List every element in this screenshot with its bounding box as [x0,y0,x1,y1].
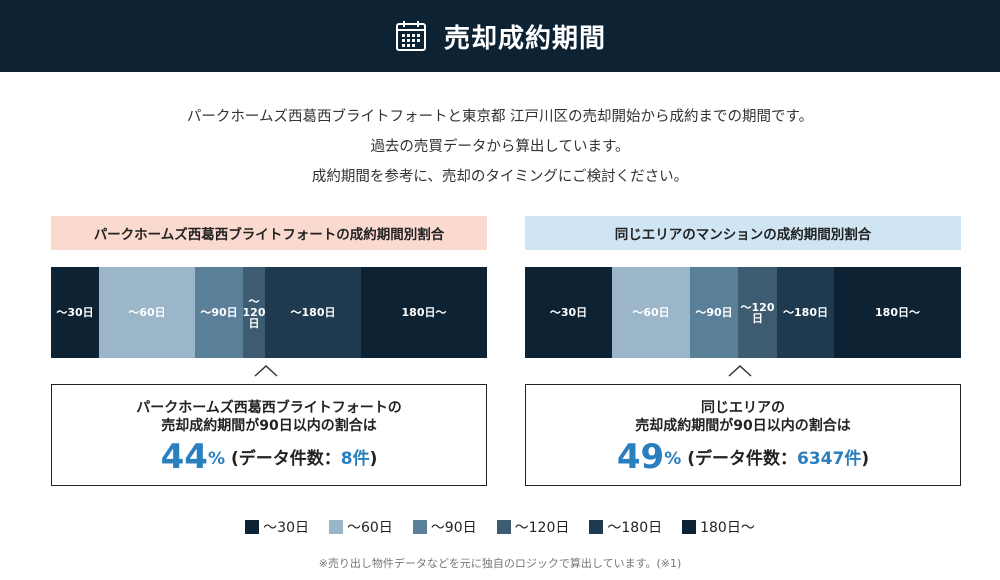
result-percent: 49 [616,437,665,477]
bar-segment: 〜30日 [525,267,612,358]
caret-up-icon [525,358,961,384]
bar-segment: 〜 120 日 [243,267,265,358]
legend-swatch [589,520,604,534]
bar-segment: 〜30日 [51,267,99,358]
bar-segment: 〜180日 [265,267,361,358]
legend-item: 〜30日 [245,517,309,537]
intro-line: 成約期間を参考に、売却のタイミングにご検討ください。 [311,169,689,185]
calendar-icon [395,21,426,51]
result-count-suffix: ) [861,449,870,469]
bar-segment: 〜120 日 [738,267,777,358]
result-percent: 44 [160,437,208,477]
property-result-box: パークホームズ西葛西ブライトフォートの 売却成約期間が90日以内の割合は 44%… [51,384,487,486]
page-title: 売却成約期間 [443,23,606,54]
bar-segment: 〜90日 [195,267,243,358]
legend-swatch [245,520,260,534]
intro-line: 過去の売買データから算出しています。 [370,139,630,155]
legend-swatch [496,520,511,534]
page-header: 売却成約期間 [0,0,1000,72]
area-result-box: 同じエリアの 売却成約期間が90日以内の割合は 49% (データ件数：6347件) [525,384,961,486]
bar-segment: 〜60日 [99,267,195,358]
legend-swatch [412,520,427,534]
bar-segment: 180日〜 [834,267,961,358]
property-stacked-bar: 〜30日 〜60日 〜90日〜 120 日〜180日 180日〜 [51,267,487,358]
bar-segment: 〜60日 [612,267,690,358]
result-line-1: 同じエリアの [701,400,785,416]
result-summary: 49% (データ件数：6347件) [526,437,960,477]
legend: 〜30日 〜60日 〜90日 〜120日 〜180日 180日〜 [0,517,1000,537]
legend-item: 〜120日 [496,517,570,537]
legend-item: 〜90日 [412,517,477,537]
result-summary: 44% (データ件数：8件) [52,437,486,477]
footnote: ※売り出し物件データなどを元に独自のロジックで算出しています。(※1) [318,557,682,570]
legend-label: 〜180日 [607,520,663,536]
result-count-suffix: ) [369,449,378,469]
result-count-prefix: (データ件数： [687,449,798,469]
legend-item: 180日〜 [682,517,755,537]
bar-segment: 180日〜 [361,267,487,358]
legend-swatch [328,520,343,534]
property-panel: パークホームズ西葛西ブライトフォートの成約期間別割合 〜30日 〜60日 〜90日〜… [51,216,487,486]
legend-label: 〜90日 [430,520,477,536]
intro-line: パークホームズ西葛西ブライトフォートと東京都 江戸川区の売却開始から成約までの期… [186,109,814,125]
legend-item: 〜60日 [328,517,393,537]
intro-text: パークホームズ西葛西ブライトフォートと東京都 江戸川区の売却開始から成約までの期… [0,102,1000,192]
bar-segment: 〜180日 [777,267,834,358]
legend-label: 〜60日 [346,520,393,536]
bar-segment: 〜90日 [690,267,738,358]
result-line-2: 売却成約期間が90日以内の割合は [161,418,377,434]
result-count: 8件 [340,449,370,469]
result-percent-sign: % [664,449,682,469]
legend-swatch [682,520,697,534]
area-panel-label: 同じエリアのマンションの成約期間別割合 [525,216,961,250]
legend-label: 〜30日 [263,520,309,536]
result-count-prefix: (データ件数： [230,449,341,469]
caret-up-icon [51,358,487,384]
legend-label: 180日〜 [700,520,755,536]
result-count: 6347件 [797,449,862,469]
area-stacked-bar: 〜30日 〜60日 〜90日 〜120 日〜180日 180日〜 [525,267,961,358]
legend-item: 〜180日 [589,517,662,537]
result-percent-sign: % [207,449,225,469]
property-panel-label: パークホームズ西葛西ブライトフォートの成約期間別割合 [51,216,487,250]
result-line-2: 売却成約期間が90日以内の割合は [635,418,851,434]
area-panel: 同じエリアのマンションの成約期間別割合 〜30日 〜60日 〜90日 〜120 日〜1… [525,216,961,486]
legend-label: 〜120日 [514,520,570,536]
result-line-1: パークホームズ西葛西ブライトフォートの [136,400,402,416]
